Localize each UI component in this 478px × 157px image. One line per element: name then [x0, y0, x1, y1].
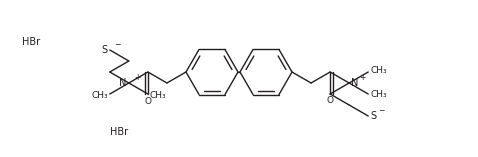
Text: −: −: [114, 41, 120, 49]
Text: +: +: [134, 73, 140, 82]
Text: CH₃: CH₃: [91, 90, 108, 100]
Text: CH₃: CH₃: [150, 90, 166, 100]
Text: N: N: [120, 78, 127, 88]
Text: CH₃: CH₃: [370, 67, 387, 76]
Text: HBr: HBr: [22, 37, 40, 47]
Text: O: O: [144, 97, 152, 106]
Text: S: S: [102, 45, 108, 55]
Text: CH₃: CH₃: [370, 90, 387, 100]
Text: HBr: HBr: [110, 127, 128, 137]
Text: +: +: [359, 73, 366, 82]
Text: N: N: [351, 78, 358, 88]
Text: O: O: [326, 97, 334, 106]
Text: −: −: [378, 106, 385, 116]
Text: S: S: [370, 111, 376, 121]
